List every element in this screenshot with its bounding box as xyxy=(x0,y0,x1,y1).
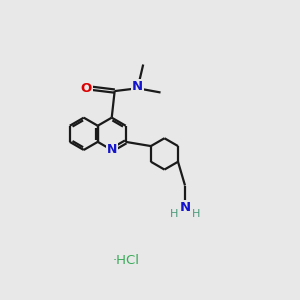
Text: N: N xyxy=(132,80,143,93)
Text: N: N xyxy=(106,143,117,157)
Text: H: H xyxy=(192,209,200,219)
Text: N: N xyxy=(179,201,191,214)
Text: H: H xyxy=(169,209,178,219)
Text: O: O xyxy=(81,82,92,95)
Text: ·HCl: ·HCl xyxy=(113,254,140,267)
